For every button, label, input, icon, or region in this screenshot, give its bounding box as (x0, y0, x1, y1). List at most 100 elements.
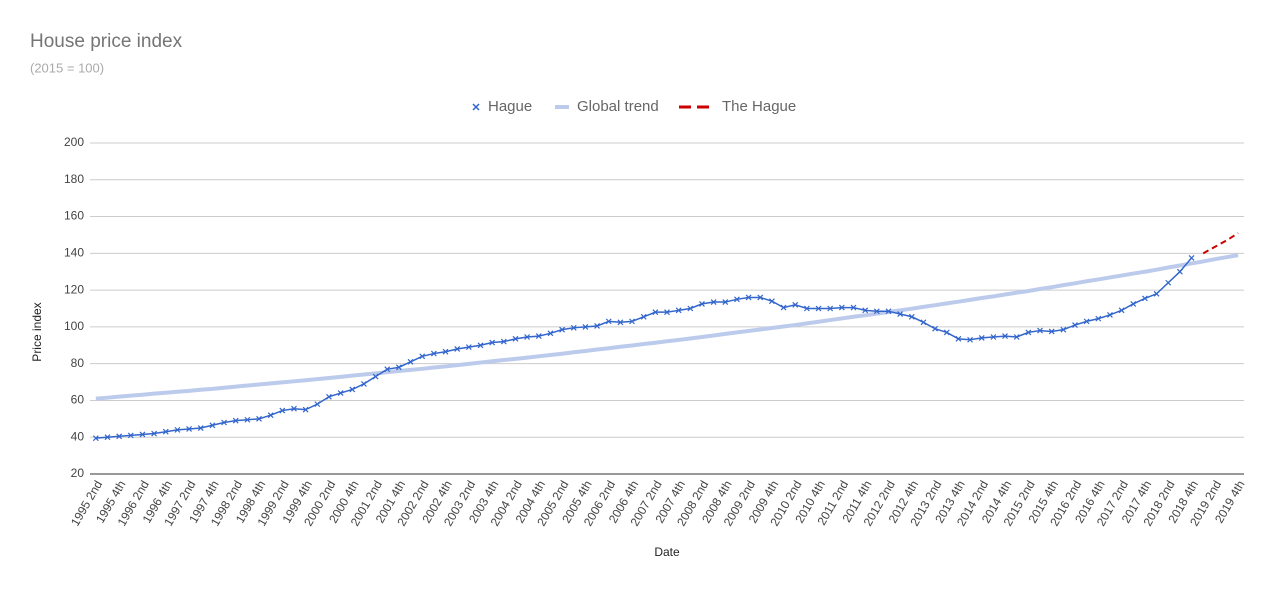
point-marker (1107, 312, 1113, 318)
point-marker (1118, 307, 1125, 314)
point-marker (524, 334, 531, 340)
point-marker (384, 366, 391, 373)
y-tick-label: 180 (64, 172, 84, 186)
point-marker (722, 299, 729, 305)
point-marker (1072, 322, 1078, 328)
point-marker (734, 296, 740, 303)
point-marker (920, 319, 927, 326)
legend-label: Hague (488, 98, 532, 115)
point-marker (1013, 334, 1020, 340)
point-marker (675, 307, 682, 314)
point-marker (127, 432, 134, 439)
point-marker (302, 406, 309, 413)
point-marker (664, 309, 670, 316)
point-marker (862, 307, 869, 314)
y-tick-label: 80 (71, 356, 85, 370)
y-tick-label: 160 (64, 209, 84, 223)
point-marker (151, 430, 158, 437)
series-line (95, 253, 1239, 401)
point-marker (967, 336, 973, 343)
chart-subtitle: (2015 = 100) (30, 60, 104, 75)
series-line (95, 257, 1193, 439)
point-marker (430, 350, 437, 357)
point-marker (850, 304, 857, 311)
point-marker (419, 353, 426, 360)
point-marker (442, 348, 449, 355)
point-marker (990, 334, 997, 340)
point-marker (1048, 328, 1055, 335)
point-marker (349, 386, 356, 393)
y-tick-label: 20 (71, 466, 85, 480)
point-marker (617, 319, 624, 326)
point-marker (594, 323, 600, 329)
y-tick-label: 140 (64, 246, 84, 260)
legend-marker (472, 103, 480, 111)
point-marker (792, 301, 799, 308)
point-marker (174, 426, 181, 433)
point-marker (605, 318, 612, 325)
point-marker (361, 380, 367, 387)
point-marker (699, 300, 705, 307)
point-marker (897, 311, 904, 317)
point-marker (710, 299, 717, 305)
x-axis-label: Date (654, 545, 680, 559)
point-marker (1165, 279, 1172, 286)
point-marker (1095, 315, 1102, 322)
point-marker (326, 393, 332, 400)
point-marker (512, 335, 519, 342)
point-marker (768, 298, 775, 305)
point-marker (162, 428, 169, 435)
point-marker (116, 433, 123, 440)
point-marker (267, 412, 274, 419)
point-marker (629, 318, 635, 325)
point-marker (1153, 290, 1160, 297)
point-marker (256, 415, 262, 422)
point-marker (1037, 327, 1043, 334)
point-marker (489, 339, 496, 346)
point-marker (1141, 295, 1148, 302)
point-marker (1002, 333, 1008, 340)
point-marker (652, 309, 659, 316)
point-marker (244, 416, 251, 423)
y-tick-label: 120 (64, 282, 84, 296)
point-marker (640, 313, 647, 320)
y-tick-label: 200 (64, 135, 84, 149)
point-marker (803, 305, 810, 312)
point-marker (757, 294, 764, 301)
point-marker (279, 407, 286, 414)
point-marker (687, 305, 694, 312)
point-marker (1083, 318, 1090, 325)
y-axis-label: Price index (30, 302, 44, 361)
y-tick-label: 100 (64, 319, 84, 333)
point-marker (908, 313, 915, 320)
point-marker (885, 308, 892, 315)
point-marker (535, 333, 542, 340)
point-marker (978, 334, 985, 341)
point-marker (547, 330, 554, 337)
chart-title: House price index (30, 31, 183, 52)
point-marker (1060, 326, 1067, 333)
point-marker (932, 325, 939, 332)
point-marker (197, 425, 204, 431)
point-marker (477, 342, 484, 349)
point-marker (955, 335, 962, 342)
point-marker (92, 435, 99, 442)
point-marker (943, 329, 950, 336)
legend-label: Global trend (577, 98, 659, 115)
y-tick-label: 60 (71, 393, 85, 407)
point-marker (232, 417, 239, 424)
point-marker (291, 405, 297, 412)
point-marker (500, 338, 507, 345)
point-marker (1025, 329, 1032, 336)
point-marker (745, 294, 752, 301)
point-marker (314, 401, 321, 408)
point-marker (559, 326, 566, 333)
point-marker (1176, 268, 1183, 275)
point-marker (815, 305, 822, 312)
point-marker (372, 373, 379, 380)
point-marker (209, 422, 216, 429)
legend-label: The Hague (722, 98, 796, 115)
point-marker (1188, 255, 1195, 261)
point-marker (570, 324, 577, 331)
point-marker (104, 434, 111, 441)
